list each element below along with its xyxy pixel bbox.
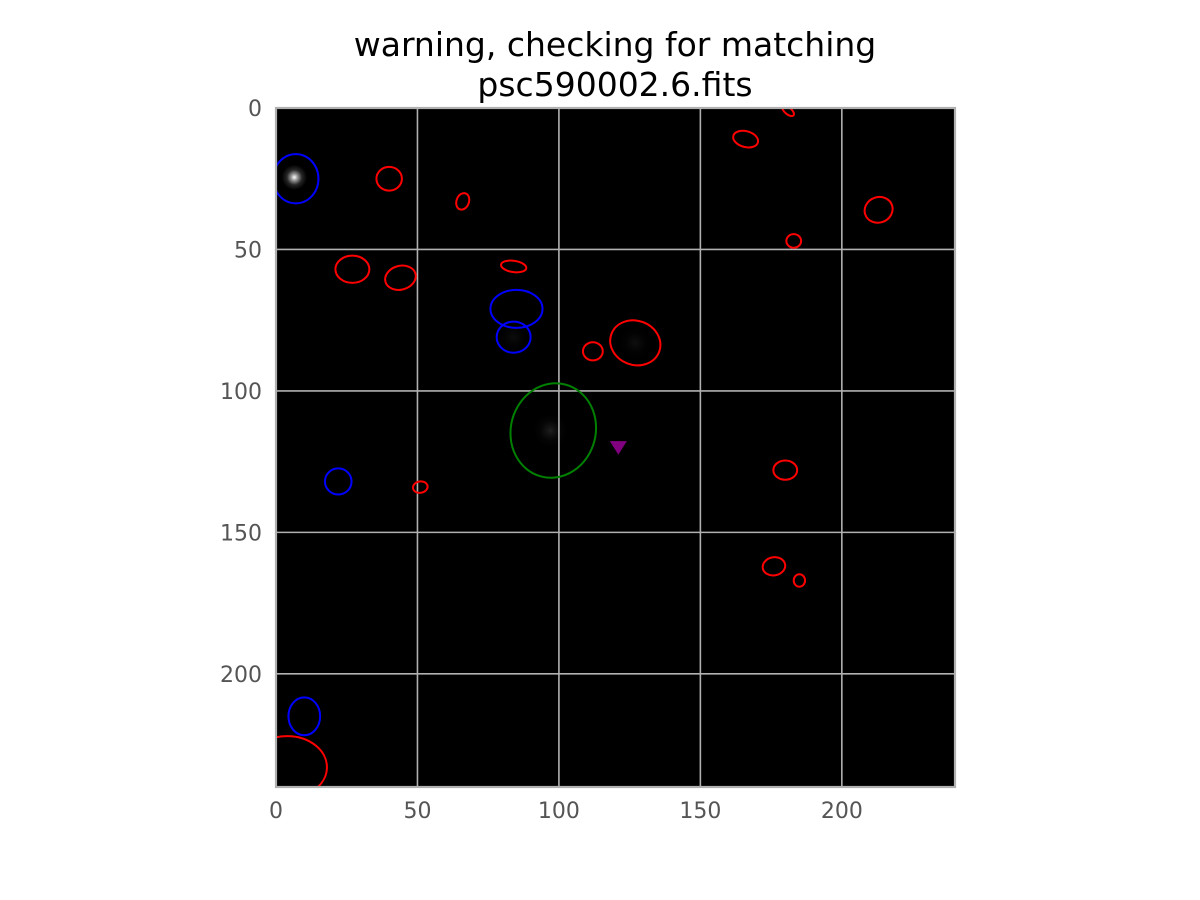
- blue-ellipse: [276, 153, 320, 205]
- y-tick-label: 0: [248, 97, 262, 122]
- axes-frame: [274, 106, 957, 789]
- y-tick-label: 200: [220, 663, 262, 688]
- red-ellipse: [863, 195, 894, 224]
- purple-triangle-marker: [609, 441, 627, 455]
- x-tick-label: 150: [679, 799, 721, 824]
- x-tick-label: 0: [269, 799, 283, 824]
- red-ellipse: [609, 319, 662, 367]
- y-tick-label: 100: [220, 380, 262, 405]
- blue-ellipse: [287, 696, 322, 737]
- bright-source: [533, 413, 568, 448]
- red-ellipse: [761, 556, 787, 577]
- x-tick-label: 100: [538, 799, 580, 824]
- source-ellipses: [276, 108, 894, 787]
- y-tick-label: 150: [220, 521, 262, 546]
- axis-ticks: 0 50 100 150 200 0 50 100 150 200: [220, 97, 863, 824]
- y-tick-label: 50: [234, 238, 262, 263]
- red-ellipse: [500, 259, 528, 274]
- red-ellipse: [375, 165, 403, 192]
- red-ellipse: [384, 264, 417, 291]
- x-tick-label: 50: [403, 799, 431, 824]
- red-ellipse: [581, 341, 604, 362]
- blue-ellipse: [489, 288, 544, 329]
- chart-title-line-1: warning, checking for matching: [354, 25, 877, 64]
- bright-source: [281, 164, 308, 191]
- red-ellipse: [792, 573, 807, 588]
- red-ellipse: [772, 459, 799, 481]
- blue-ellipse: [323, 467, 353, 496]
- red-ellipse: [334, 254, 371, 284]
- red-ellipse: [455, 192, 471, 211]
- blue-ellipse: [495, 320, 532, 354]
- red-ellipse: [276, 735, 328, 787]
- green-ellipse: [509, 382, 598, 479]
- chart-title-line-2: psc590002.6.fits: [477, 65, 752, 104]
- red-ellipse: [411, 480, 429, 494]
- red-ellipse: [732, 129, 760, 149]
- x-tick-label: 200: [821, 799, 863, 824]
- grid: [276, 108, 955, 787]
- bright-source: [618, 325, 653, 360]
- source-markers: [609, 441, 627, 455]
- red-ellipse: [785, 233, 803, 249]
- bright-source: [496, 320, 531, 355]
